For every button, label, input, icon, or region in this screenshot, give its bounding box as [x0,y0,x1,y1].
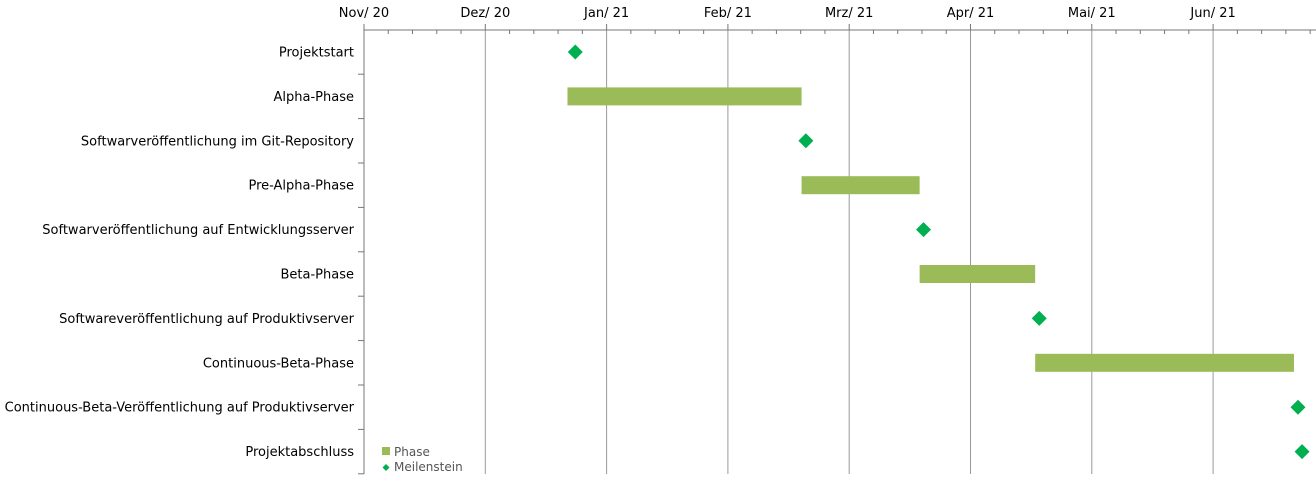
phase-bar [919,265,1036,283]
legend-milestone-label: Meilenstein [394,460,463,474]
legend: Phase Meilenstein [382,445,463,474]
phase-bar [567,87,802,106]
legend-phase-label: Phase [394,445,430,459]
x-tick-label: Apr/ 21 [947,6,995,21]
x-tick-label: Jun/ 21 [1189,6,1235,21]
marks-layer [567,44,1310,460]
category-labels: Projektstart Alpha-Phase Softwarveröffentl… [5,46,355,461]
phase-bar [801,176,920,195]
x-tick-label: Nov/ 20 [339,6,389,21]
category-label: Softwarveröffentlichung auf Entwicklungs… [42,223,354,238]
category-label: Continuous-Beta-Phase [203,356,354,371]
category-label: Alpha-Phase [274,90,354,105]
milestone-marker [1290,399,1306,415]
x-tick-label: Mrz/ 21 [825,6,873,21]
legend-phase-marker [382,447,390,455]
category-label: Projektstart [279,46,354,61]
milestone-marker [916,222,932,238]
category-label: Beta-Phase [281,268,355,283]
category-label: Softwareveröffentlichung auf Produktivse… [59,312,355,327]
x-tick-label: Mai/ 21 [1068,6,1116,21]
category-label: Softwarveröffentlichung im Git-Repositor… [81,134,354,149]
milestone-marker [567,44,583,60]
x-tick-label: Jan/ 21 [583,6,629,21]
x-tick-label: Dez/ 20 [460,6,510,21]
category-label: Pre-Alpha-Phase [248,179,354,194]
category-label: Projektabschluss [245,445,354,460]
milestone-marker [1294,444,1310,460]
category-label: Continuous-Beta-Veröffentlichung auf Pro… [5,401,355,416]
legend-milestone-marker [382,464,390,471]
x-tick-label: Feb/ 21 [704,6,752,21]
milestone-marker [798,133,814,149]
axis-layer: Nov/ 20 Dez/ 20 Jan/ 21 Feb/ 21 Mrz/ 21 Apr/ … [339,6,1316,475]
phase-bar [1035,353,1294,372]
milestone-marker [1031,310,1047,326]
